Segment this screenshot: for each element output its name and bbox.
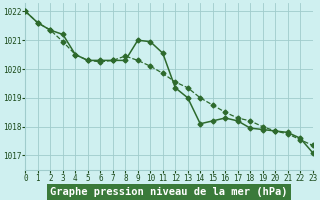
- X-axis label: Graphe pression niveau de la mer (hPa): Graphe pression niveau de la mer (hPa): [50, 187, 288, 197]
